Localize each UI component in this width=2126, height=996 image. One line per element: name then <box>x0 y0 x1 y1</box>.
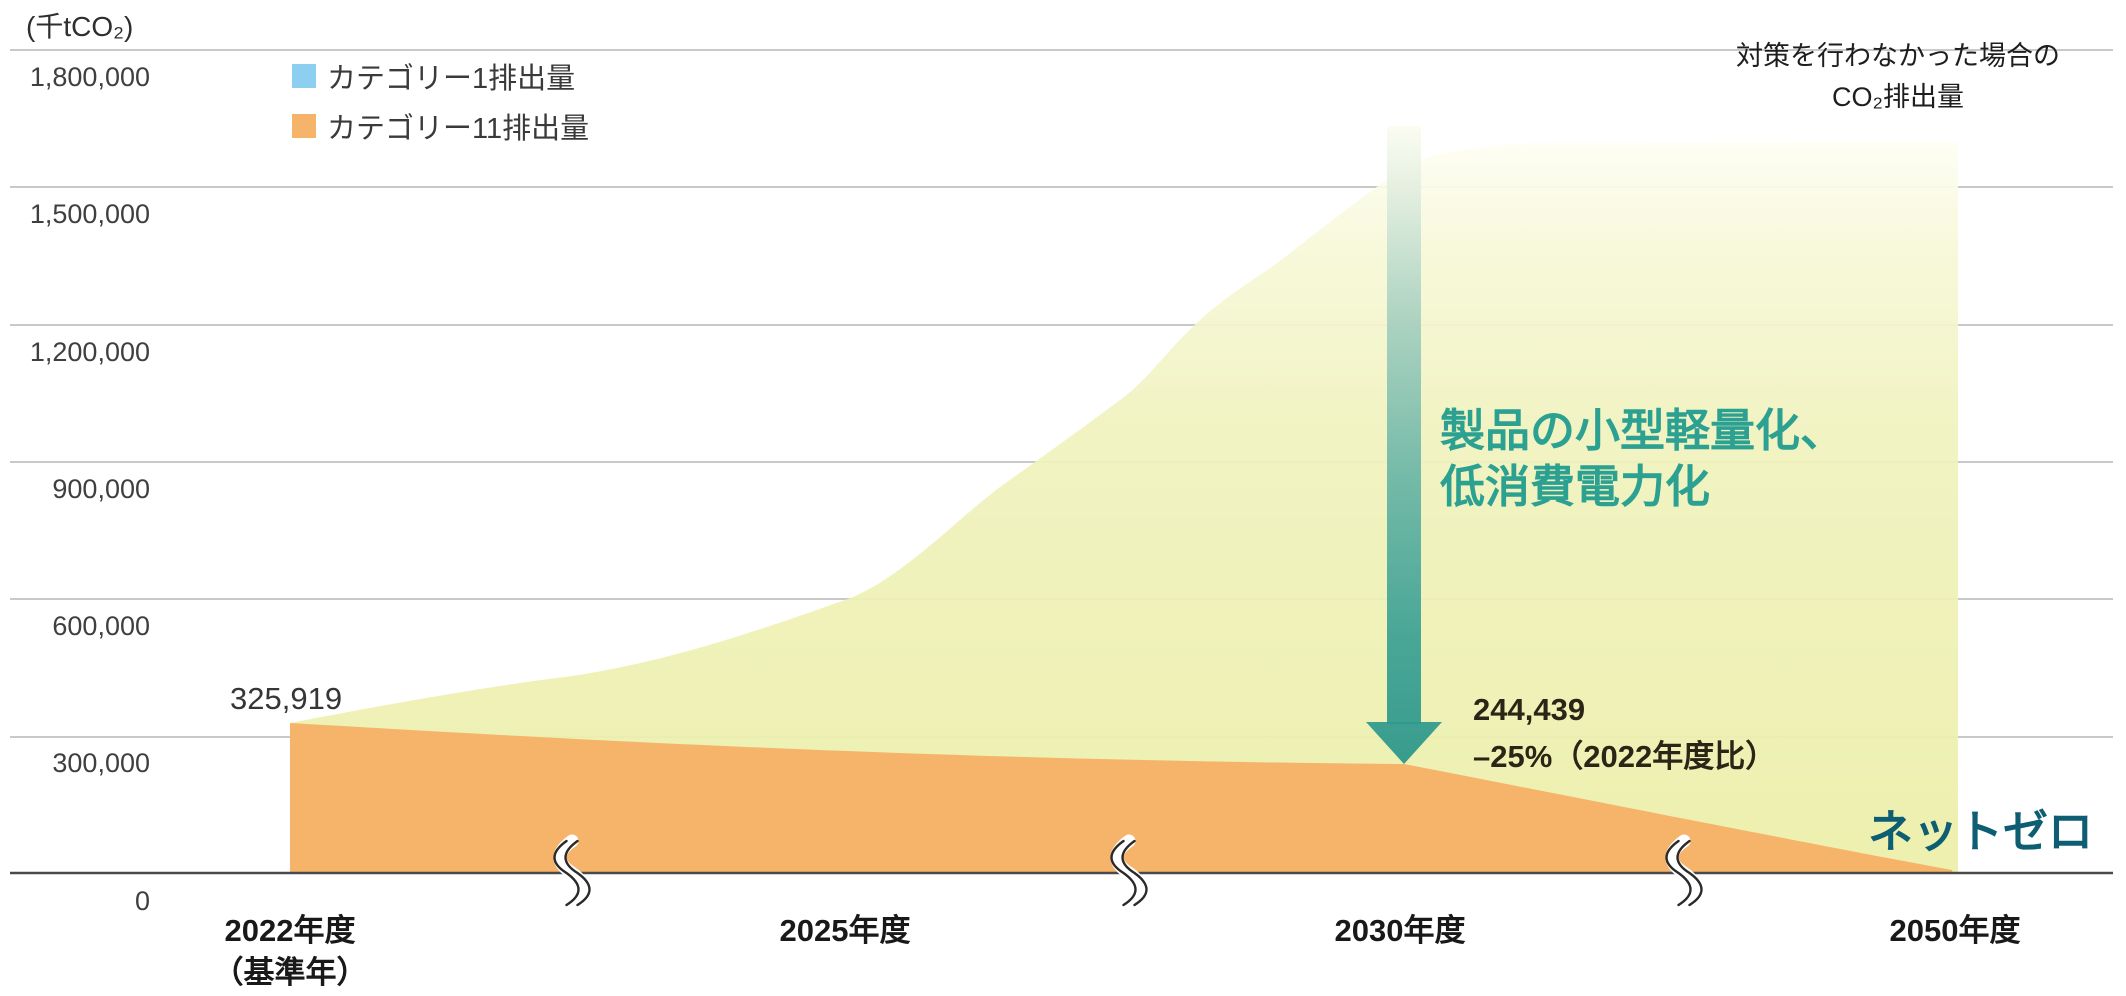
no-measures-line1: 対策を行わなかった場合の <box>1736 41 2060 71</box>
reduction-arrow-icon <box>1366 126 1442 764</box>
y-tick-0: 0 <box>134 886 150 916</box>
legend-item-category11: カテゴリー11排出量 <box>292 113 589 145</box>
legend-label-category1: カテゴリー1排出量 <box>327 63 576 95</box>
axis-break-1 <box>553 834 591 912</box>
x-label-2022: 2022年度 <box>224 913 356 948</box>
x-label-2050: 2050年度 <box>1889 913 2021 948</box>
y-axis-unit-label: (千tCO₂) <box>26 11 134 42</box>
y-tick-1200000: 1,200,000 <box>29 337 150 367</box>
axis-break-2 <box>1110 834 1148 912</box>
y-tick-900000: 900,000 <box>52 474 150 504</box>
net-zero-label: ネットゼロ <box>1867 806 2093 857</box>
category11-area <box>290 723 1952 873</box>
y-tick-1800000: 1,800,000 <box>29 62 150 92</box>
measure-annotation-line1: 製品の小型軽量化、 <box>1440 405 1846 456</box>
legend-item-category1: カテゴリー1排出量 <box>292 63 589 95</box>
y-tick-1500000: 1,500,000 <box>29 199 150 229</box>
category11-swatch-icon <box>292 114 316 138</box>
x-label-2025: 2025年度 <box>779 913 911 948</box>
category1-swatch-icon <box>292 64 316 88</box>
x-label-2022-base: （基準年） <box>212 955 368 990</box>
no-measures-line2: CO₂排出量 <box>1832 82 1964 112</box>
target-value-label: 244,439 <box>1473 692 1586 727</box>
bau-emissions-area <box>290 142 1958 873</box>
measure-annotation-line2: 低消費電力化 <box>1440 461 1711 512</box>
y-tick-300000: 300,000 <box>52 748 150 778</box>
y-tick-600000: 600,000 <box>52 611 150 641</box>
no-measures-annotation: 対策を行わなかった場合の CO₂排出量 <box>1683 36 2113 118</box>
x-label-2030: 2030年度 <box>1334 913 1466 948</box>
legend-label-category11: カテゴリー11排出量 <box>327 113 590 145</box>
target-change-label: –25%（2022年度比） <box>1473 739 1777 774</box>
axis-break-3 <box>1665 834 1703 912</box>
legend: カテゴリー1排出量 カテゴリー11排出量 <box>292 63 589 164</box>
base-year-value-label: 325,919 <box>230 681 343 716</box>
